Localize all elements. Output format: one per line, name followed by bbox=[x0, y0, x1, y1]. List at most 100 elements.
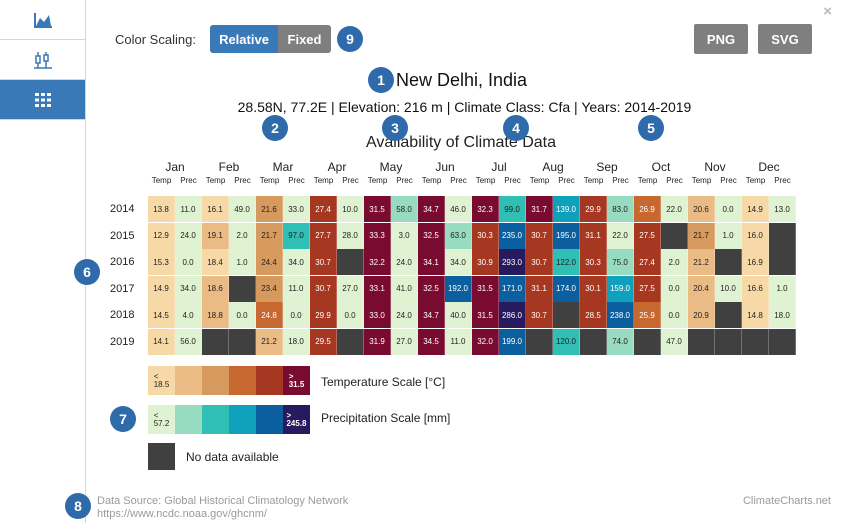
temp-subheader: Temp bbox=[637, 176, 658, 185]
prec-cell: 2.0 bbox=[229, 222, 256, 249]
temp-cell: 30.1 bbox=[580, 275, 607, 302]
prec-subheader: Prec bbox=[774, 176, 791, 185]
precipitation-scale-swatch bbox=[256, 405, 283, 434]
temp-cell: 32.0 bbox=[472, 328, 499, 355]
temp-cell: 33.1 bbox=[364, 275, 391, 302]
month-header: Nov bbox=[704, 160, 726, 174]
temp-cell: 13.8 bbox=[148, 196, 175, 222]
temp-cell: 34.1 bbox=[418, 249, 445, 275]
prec-cell: 99.0 bbox=[499, 196, 526, 222]
fixed-button[interactable]: Fixed bbox=[278, 25, 331, 53]
close-icon[interactable]: × bbox=[823, 3, 832, 20]
temp-cell bbox=[202, 328, 229, 355]
temp-cell: 14.9 bbox=[148, 275, 175, 302]
svg-download-button[interactable]: SVG bbox=[758, 24, 812, 54]
temp-cell: 27.4 bbox=[310, 196, 337, 222]
temp-cell: 30.7 bbox=[310, 249, 337, 275]
sidebar-item-availability-table[interactable] bbox=[0, 80, 85, 120]
year-label: 2017 bbox=[110, 282, 135, 295]
temp-cell: 31.9 bbox=[364, 328, 391, 355]
credit[interactable]: ClimateCharts.net bbox=[742, 495, 831, 507]
prec-cell bbox=[229, 328, 256, 355]
prec-subheader: Prec bbox=[612, 176, 629, 185]
temp-cell: 14.9 bbox=[742, 196, 769, 222]
png-download-button[interactable]: PNG bbox=[694, 24, 748, 54]
temp-cell: 14.1 bbox=[148, 328, 175, 355]
month-header: Sep bbox=[596, 160, 618, 174]
prec-cell: 1.0 bbox=[715, 222, 742, 249]
badge-7: 7 bbox=[110, 406, 136, 432]
prec-cell: 2.0 bbox=[661, 249, 688, 275]
page-title: New Delhi, India bbox=[396, 70, 528, 90]
prec-cell bbox=[337, 328, 364, 355]
sidebar bbox=[0, 0, 86, 523]
prec-cell: 58.0 bbox=[391, 196, 418, 222]
prec-subheader: Prec bbox=[558, 176, 575, 185]
temp-cell: 29.5 bbox=[310, 328, 337, 355]
prec-cell: 199.0 bbox=[499, 328, 526, 355]
badge-1: 1 bbox=[368, 67, 394, 93]
temp-cell: 29.9 bbox=[310, 302, 337, 328]
temp-cell: 32.5 bbox=[418, 222, 445, 249]
temp-cell: 27.7 bbox=[310, 222, 337, 249]
prec-cell: 11.0 bbox=[175, 196, 202, 222]
prec-cell: 83.0 bbox=[607, 196, 634, 222]
prec-cell: 192.0 bbox=[445, 275, 472, 302]
badge-9: 9 bbox=[337, 26, 363, 52]
temp-cell: 34.5 bbox=[418, 328, 445, 355]
prec-subheader: Prec bbox=[450, 176, 467, 185]
temp-cell: 18.4 bbox=[202, 249, 229, 275]
temperature-scale-swatch: < 18.5 bbox=[148, 366, 175, 395]
year-label: 2014 bbox=[110, 203, 135, 215]
temp-cell: 33.3 bbox=[364, 222, 391, 249]
temp-cell: 20.9 bbox=[688, 302, 715, 328]
prec-cell: 11.0 bbox=[445, 328, 472, 355]
prec-cell: 0.0 bbox=[661, 302, 688, 328]
temp-cell: 30.3 bbox=[472, 222, 499, 249]
month-header: Oct bbox=[651, 160, 671, 174]
prec-cell: 120.0 bbox=[553, 328, 580, 355]
temperature-scale-swatch bbox=[256, 366, 283, 395]
temp-cell: 31.5 bbox=[364, 196, 391, 222]
data-source: Data Source: Global Historical Climatolo… bbox=[97, 495, 349, 507]
prec-cell bbox=[337, 249, 364, 275]
prec-cell bbox=[769, 222, 796, 249]
prec-cell: 235.0 bbox=[499, 222, 526, 249]
year-label: 2016 bbox=[110, 256, 135, 268]
temp-cell: 32.5 bbox=[418, 275, 445, 302]
temp-subheader: Temp bbox=[745, 176, 766, 185]
temp-subheader: Temp bbox=[367, 176, 388, 185]
prec-cell: 0.0 bbox=[229, 302, 256, 328]
temp-subheader: Temp bbox=[313, 176, 334, 185]
temp-cell: 16.1 bbox=[202, 196, 229, 222]
prec-cell: 27.0 bbox=[391, 328, 418, 355]
prec-subheader: Prec bbox=[234, 176, 251, 185]
temp-cell bbox=[634, 328, 661, 355]
color-scaling-label: Color Scaling: bbox=[115, 32, 196, 47]
prec-cell: 0.0 bbox=[661, 275, 688, 302]
relative-button[interactable]: Relative bbox=[210, 25, 278, 53]
temp-cell: 12.9 bbox=[148, 222, 175, 249]
badge-2: 2 bbox=[262, 115, 288, 141]
prec-cell: 139.0 bbox=[553, 196, 580, 222]
badge-4: 4 bbox=[503, 115, 529, 141]
sidebar-item-climate-chart[interactable] bbox=[0, 0, 85, 40]
prec-cell: 122.0 bbox=[553, 249, 580, 275]
prec-cell: 24.0 bbox=[391, 249, 418, 275]
temp-cell: 34.7 bbox=[418, 196, 445, 222]
prec-cell: 1.0 bbox=[769, 275, 796, 302]
month-header: May bbox=[379, 160, 403, 174]
month-header: Feb bbox=[218, 160, 240, 174]
data-source-url[interactable]: https://www.ncdc.noaa.gov/ghcnm/ bbox=[97, 508, 267, 520]
badge-6: 6 bbox=[74, 259, 100, 285]
prec-cell: 159.0 bbox=[607, 275, 634, 302]
temp-cell: 30.7 bbox=[526, 302, 553, 328]
sidebar-item-boxplots[interactable] bbox=[0, 40, 85, 80]
prec-cell: 22.0 bbox=[607, 222, 634, 249]
month-header: Jul bbox=[491, 160, 507, 174]
prec-subheader: Prec bbox=[288, 176, 305, 185]
prec-cell: 56.0 bbox=[175, 328, 202, 355]
temp-cell: 24.4 bbox=[256, 249, 283, 275]
prec-cell: 13.0 bbox=[769, 196, 796, 222]
temp-cell: 20.6 bbox=[688, 196, 715, 222]
